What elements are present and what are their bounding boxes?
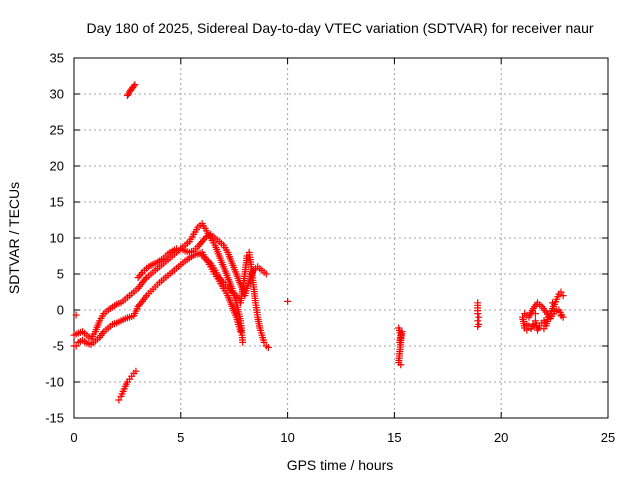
data-point <box>540 325 548 333</box>
x-tick-label: 15 <box>387 430 401 445</box>
x-axis-label: GPS time / hours <box>287 457 394 473</box>
y-axis-label: SDTVAR / TECUs <box>6 182 22 294</box>
data-point <box>475 313 483 321</box>
series-cluster-21-23h <box>519 288 567 334</box>
data-point <box>130 82 138 90</box>
y-tick-label: -10 <box>45 375 64 390</box>
data-points <box>70 81 567 404</box>
data-point <box>531 310 539 318</box>
y-tick-label: 5 <box>57 267 64 282</box>
data-point <box>218 277 226 285</box>
data-point <box>557 288 565 296</box>
y-tick-label: 0 <box>57 303 64 318</box>
y-tick-label: 15 <box>50 195 64 210</box>
data-point <box>131 81 139 89</box>
data-point <box>227 286 235 294</box>
series-cluster-19h <box>474 299 483 331</box>
data-point <box>523 326 531 334</box>
x-tick-label: 0 <box>70 430 77 445</box>
x-tick-label: 20 <box>494 430 508 445</box>
data-point <box>115 396 123 404</box>
data-point <box>137 270 145 278</box>
y-tick-label: 20 <box>50 159 64 174</box>
grid-lines <box>74 58 608 418</box>
y-tick-label: -5 <box>52 339 64 354</box>
data-point <box>132 367 140 375</box>
series-isolated-points <box>72 297 406 369</box>
series-tracks-late <box>198 248 272 351</box>
x-tick-label: 10 <box>280 430 294 445</box>
data-point <box>262 270 270 278</box>
data-point <box>559 292 567 300</box>
series-tracks-main <box>70 220 247 346</box>
data-point <box>123 91 131 99</box>
axis-ticks: 0 5 10 15 20 25 -15 -10 -5 0 5 10 15 20 25 30 35 <box>45 51 615 446</box>
data-point <box>260 338 268 346</box>
chart-title: Day 180 of 2025, Sidereal Day-to-day VTE… <box>86 20 593 36</box>
data-point <box>548 299 556 307</box>
data-point <box>264 343 272 351</box>
data-point <box>239 338 247 346</box>
data-point <box>284 297 292 305</box>
y-tick-label: 25 <box>50 123 64 138</box>
x-tick-label: 5 <box>177 430 184 445</box>
data-point <box>237 328 245 336</box>
data-point <box>474 323 482 331</box>
y-tick-label: 35 <box>50 51 64 66</box>
x-tick-label: 25 <box>601 430 615 445</box>
data-point <box>397 361 405 369</box>
y-tick-label: 30 <box>50 87 64 102</box>
series-segment-top <box>123 81 139 99</box>
data-point <box>474 310 482 318</box>
data-point <box>201 234 209 242</box>
y-tick-label: -15 <box>45 411 64 426</box>
data-point <box>72 342 80 350</box>
data-point <box>137 299 145 307</box>
data-point <box>141 275 149 283</box>
series-tracks-descending <box>70 248 245 350</box>
series-segment-bottom <box>115 367 140 404</box>
data-point <box>72 311 80 319</box>
y-tick-label: 10 <box>50 231 64 246</box>
data-point <box>557 312 565 320</box>
